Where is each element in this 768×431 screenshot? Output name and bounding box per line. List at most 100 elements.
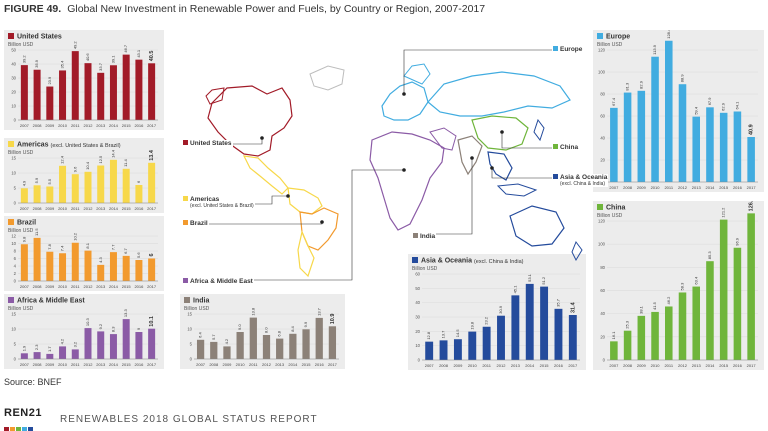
x-tick-label: 2013 bbox=[96, 206, 106, 211]
x-tick-label: 2013 bbox=[275, 362, 285, 367]
y-tick-label: 0 bbox=[14, 118, 17, 123]
americas-swatch bbox=[183, 196, 188, 201]
chart-title: India bbox=[184, 297, 209, 305]
y-tick-label: 30 bbox=[11, 76, 16, 81]
map-se-asia bbox=[487, 151, 513, 181]
bar-value-label: 49.2 bbox=[72, 41, 77, 50]
map-dots bbox=[260, 92, 504, 224]
bar bbox=[109, 334, 117, 359]
x-tick-label: 2017 bbox=[147, 206, 157, 211]
bar-value-label: 39.2 bbox=[21, 55, 26, 64]
bar-value-label: 128.4 bbox=[666, 30, 671, 39]
x-tick-label: 2017 bbox=[568, 363, 578, 368]
panel-india: India Billion USD 0 5 10 15 6.4 2007 5.7 2008 4.2 2… bbox=[180, 294, 345, 369]
x-tick-label: 2009 bbox=[637, 363, 647, 368]
y-tick-label: 40 bbox=[11, 62, 16, 67]
chart-title: China bbox=[597, 204, 625, 212]
bar bbox=[33, 185, 41, 203]
x-tick-label: 2010 bbox=[58, 284, 68, 289]
y-axis-label: Billion USD bbox=[8, 306, 34, 312]
chart-title-text: India bbox=[193, 297, 210, 305]
x-tick-label: 2014 bbox=[109, 206, 119, 211]
bar-value-label: 6 bbox=[136, 180, 141, 183]
x-tick-label: 2010 bbox=[236, 362, 246, 367]
bar bbox=[315, 317, 323, 359]
bar-value-label: 40.5 bbox=[149, 51, 155, 62]
x-tick-label: 2015 bbox=[122, 123, 132, 128]
bar bbox=[20, 353, 28, 359]
bar bbox=[109, 65, 117, 120]
x-tick-label: 2017 bbox=[328, 362, 338, 367]
map-australia bbox=[509, 205, 565, 247]
bar bbox=[623, 330, 632, 360]
bar bbox=[135, 260, 143, 281]
bar-value-label: 12.8 bbox=[426, 331, 431, 340]
bar-value-label: 30.9 bbox=[498, 305, 503, 314]
bar-value-label: 8.1 bbox=[85, 242, 90, 248]
bar bbox=[425, 341, 434, 360]
bar bbox=[84, 63, 92, 120]
bar-value-label: 23.9 bbox=[47, 76, 52, 85]
bar-value-label: 14.4 bbox=[111, 149, 116, 158]
panel-china: China Billion USD 0 20 40 60 80 100 120 16.1 2007 2… bbox=[593, 201, 764, 370]
x-tick-label: 2008 bbox=[439, 363, 449, 368]
chart-title: Americas (excl. United States & Brazil) bbox=[8, 141, 121, 149]
x-tick-label: 2011 bbox=[71, 206, 80, 211]
map-label-china: China bbox=[552, 144, 580, 151]
x-tick-label: 2014 bbox=[109, 284, 119, 289]
panel-us: United States Billion USD 0 10 20 30 40 50 39.2 2… bbox=[4, 30, 164, 130]
bar-value-label: 4.2 bbox=[60, 338, 65, 344]
y-tick-label: 60 bbox=[600, 288, 605, 293]
bar-value-label: 35.9 bbox=[34, 59, 39, 68]
map-south-cone bbox=[297, 230, 315, 278]
bar bbox=[511, 295, 520, 360]
bar bbox=[540, 286, 549, 360]
x-tick-label: 2015 bbox=[719, 363, 729, 368]
chart-subtitle: (excl. China & India) bbox=[473, 258, 524, 265]
x-tick-label: 2016 bbox=[134, 123, 144, 128]
chart-svg: 0 10 20 30 40 50 60 12.8 2007 13.7 2008 14.5 2009 19.… bbox=[415, 272, 580, 368]
y-tick-label: 40 bbox=[600, 136, 605, 141]
y-tick-label: 60 bbox=[415, 272, 420, 277]
y-tick-label: 10 bbox=[11, 241, 16, 246]
chart-svg: 0 20 40 60 80 100 120 16.1 2007 25.3 2008 38.1 2009 4… bbox=[598, 201, 758, 368]
x-tick-label: 2016 bbox=[134, 284, 144, 289]
bar-value-label: 59.4 bbox=[693, 106, 698, 115]
bar-value-label: 11.4 bbox=[123, 159, 128, 167]
x-tick-label: 2008 bbox=[33, 362, 43, 367]
bar-value-label: 46.7 bbox=[123, 44, 128, 53]
x-tick-label: 2017 bbox=[147, 123, 157, 128]
bar bbox=[276, 338, 284, 359]
bar bbox=[135, 185, 143, 203]
bar bbox=[664, 40, 673, 182]
bar-value-label: 10.1 bbox=[149, 316, 155, 327]
brazil-swatch bbox=[183, 220, 188, 225]
map-europe bbox=[381, 81, 429, 121]
x-tick-label: 2014 bbox=[706, 185, 716, 190]
x-tick-label: 2010 bbox=[651, 363, 661, 368]
logo-squares bbox=[4, 419, 42, 431]
x-tick-label: 2010 bbox=[58, 206, 68, 211]
bar bbox=[148, 63, 156, 120]
x-tick-label: 2008 bbox=[623, 185, 633, 190]
x-tick-label: 2012 bbox=[262, 362, 272, 367]
bar-value-label: 12.4 bbox=[60, 155, 65, 164]
x-tick-label: 2007 bbox=[20, 206, 30, 211]
bar bbox=[453, 339, 462, 360]
x-tick-label: 2015 bbox=[302, 362, 312, 367]
chart-title-swatch bbox=[184, 297, 190, 303]
y-tick-label: 120 bbox=[598, 48, 606, 53]
bar-value-label: 10.4 bbox=[85, 161, 90, 170]
chart-title-swatch bbox=[412, 257, 418, 263]
chart-title-text: United States bbox=[17, 33, 62, 41]
bar bbox=[109, 252, 117, 281]
chart-title-swatch bbox=[8, 297, 14, 303]
chart-title: Brazil bbox=[8, 219, 36, 227]
x-tick-label: 2015 bbox=[719, 185, 729, 190]
ren21-logo: REN21 bbox=[4, 407, 42, 431]
x-tick-label: 2007 bbox=[196, 362, 206, 367]
bar-value-label: 3.2 bbox=[72, 341, 77, 347]
map-japan bbox=[533, 118, 545, 142]
y-tick-label: 12 bbox=[11, 234, 16, 239]
bar bbox=[747, 137, 755, 182]
